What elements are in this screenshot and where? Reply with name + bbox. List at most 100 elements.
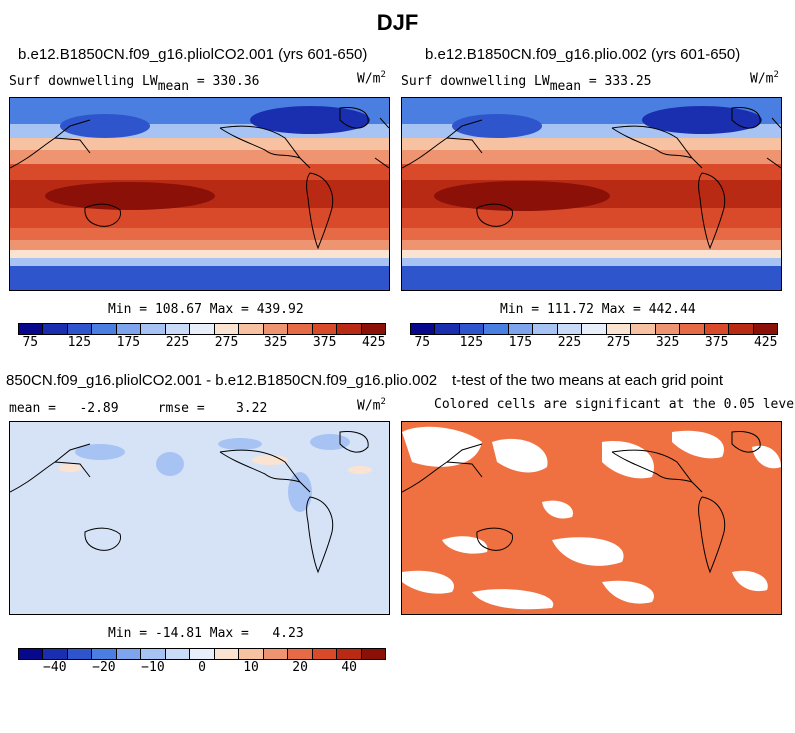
panel2-mean-label: mean xyxy=(549,79,582,94)
colorbar-tick-label: 325 xyxy=(655,335,680,350)
colorbar-tick-label: 125 xyxy=(67,335,92,350)
panel3-map-svg xyxy=(10,422,389,614)
p1-warmpool xyxy=(45,182,215,210)
p2-band-s2 xyxy=(402,228,781,242)
panel2-title: b.e12.B1850CN.f09_g16.plio.002 (yrs 601-… xyxy=(425,46,741,63)
p2-coast-samerica xyxy=(698,172,726,250)
p2-band-s1 xyxy=(402,208,781,230)
panel1-mean-label: mean xyxy=(157,79,190,94)
p4-white-patch-8 xyxy=(552,537,624,566)
colorbar-swatch xyxy=(116,324,142,334)
p3-patch-4 xyxy=(288,472,312,512)
colorbar-swatch xyxy=(67,649,93,659)
p4-white-patch-4 xyxy=(672,430,724,459)
colorbar-tick-label: 275 xyxy=(606,335,631,350)
colorbar-tick-label: 20 xyxy=(292,660,308,675)
p2-warmpool xyxy=(434,181,610,211)
panel2-mean-value: = 333.25 xyxy=(588,74,652,89)
p4-white-patch-7 xyxy=(442,536,488,554)
colorbar-swatch xyxy=(288,324,313,334)
p1-band-polar-s xyxy=(10,266,389,290)
p3-coast-samerica xyxy=(306,496,334,574)
colorbar-swatch xyxy=(67,324,93,334)
colorbar-tick-label: 225 xyxy=(165,335,190,350)
p1-band-n3 xyxy=(10,150,389,166)
p3-coast-greenland xyxy=(339,431,369,453)
colorbar-swatch xyxy=(361,649,386,659)
colorbar-tick-label: 175 xyxy=(116,335,141,350)
colorbar-swatch xyxy=(190,324,215,334)
panel4-title: t-test of the two means at each grid poi… xyxy=(452,372,723,389)
panel2-map-svg xyxy=(402,98,781,290)
p1-band-s4 xyxy=(10,250,389,260)
colorbar-swatch xyxy=(337,649,362,659)
panel1-map-svg xyxy=(10,98,389,290)
p4-white-patch-5 xyxy=(752,445,781,469)
colorbar-swatch xyxy=(582,324,607,334)
panel2-colorbar xyxy=(410,323,778,335)
p4-white-patch-2 xyxy=(492,438,548,473)
p1-canada xyxy=(60,114,150,138)
p3-patch-1 xyxy=(75,444,125,460)
p2-coast-europe-africa xyxy=(766,117,781,169)
panel2-units-text: W/m xyxy=(750,71,774,87)
p1-coast-namerica xyxy=(219,125,311,169)
p1-coast-europe-africa xyxy=(374,117,389,169)
p1-band-s5 xyxy=(10,258,389,268)
p4-white-patch-10 xyxy=(472,589,554,610)
colorbar-swatch xyxy=(141,324,166,334)
colorbar-swatch xyxy=(19,324,44,334)
p3-coast-asia xyxy=(10,443,91,493)
colorbar-tick-label: 425 xyxy=(361,335,386,350)
p1-band-s2 xyxy=(10,228,389,242)
colorbar-swatch xyxy=(484,324,509,334)
colorbar-swatch xyxy=(263,649,289,659)
p1-band-n2 xyxy=(10,138,389,152)
colorbar-tick-label: 0 xyxy=(198,660,206,675)
colorbar-swatch xyxy=(508,324,534,334)
colorbar-swatch xyxy=(239,649,264,659)
p4-coast-asia xyxy=(402,443,483,493)
p4-white-patch-12 xyxy=(732,570,768,592)
figure-title: DJF xyxy=(376,10,419,35)
colorbar-swatch xyxy=(263,324,289,334)
panel1-colorbar xyxy=(18,323,386,335)
colorbar-swatch xyxy=(92,324,117,334)
p2-coast-namerica xyxy=(611,125,703,169)
p3-warm-3 xyxy=(58,464,82,472)
colorbar-swatch xyxy=(680,324,705,334)
p2-band-s3 xyxy=(402,240,781,252)
colorbar-swatch xyxy=(435,324,460,334)
panel1-units-sup: 2 xyxy=(380,70,386,80)
p1-coast-greenland xyxy=(339,107,369,129)
p1-band-s3 xyxy=(10,240,389,252)
p2-canada xyxy=(452,114,542,138)
colorbar-tick-label: 125 xyxy=(459,335,484,350)
colorbar-swatch xyxy=(337,324,362,334)
p2-band-n4 xyxy=(402,164,781,182)
panel4-subtitle: Colored cells are significant at the 0.0… xyxy=(434,397,795,412)
p3-warm-2 xyxy=(348,466,372,474)
panel3-units-text: W/m xyxy=(357,398,381,414)
colorbar-swatch xyxy=(43,324,68,334)
colorbar-swatch xyxy=(655,324,681,334)
p3-patch-3 xyxy=(218,438,262,450)
panel2-units-sup: 2 xyxy=(773,70,779,80)
colorbar-tick-label: −10 xyxy=(141,660,165,675)
panel3-title: 850CN.f09_g16.pliolCO2.001 - b.e12.B1850… xyxy=(6,372,438,389)
panel3-units: W/m2 xyxy=(357,397,386,413)
panel1-field-label: Surf downwelling LWmean = 330.36 xyxy=(9,74,259,94)
p4-white-patch-9 xyxy=(402,570,454,594)
p1-coast-asia xyxy=(10,119,91,169)
p4-white-patch-1 xyxy=(402,426,482,467)
p4-coast-australia xyxy=(476,527,513,551)
panel4-map-svg xyxy=(402,422,781,614)
colorbar-swatch xyxy=(312,649,338,659)
panel1-title: b.e12.B1850CN.f09_g16.pliolCO2.001 (yrs … xyxy=(18,46,368,63)
colorbar-swatch xyxy=(704,324,730,334)
colorbar-tick-label: 375 xyxy=(704,335,729,350)
colorbar-tick-label: 225 xyxy=(557,335,582,350)
panel1-units-text: W/m xyxy=(357,71,381,87)
panel2-minmax: Min = 111.72 Max = 442.44 xyxy=(500,302,696,317)
panel2-colorbar-ticks: 75 125 175 225 275 325 375 425 xyxy=(410,335,778,351)
